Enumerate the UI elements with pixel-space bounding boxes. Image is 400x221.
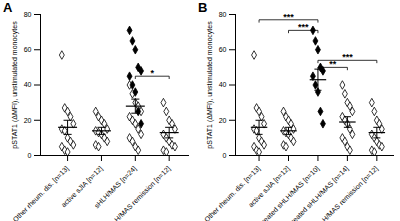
svg-text:sHLH/MAS remission [n=12]: sHLH/MAS remission [n=12] [312, 165, 380, 221]
svg-text:80: 80 [24, 11, 32, 18]
svg-text:***: *** [298, 22, 309, 32]
svg-text:pSTAT1 (ΔMFI), unstimulated mo: pSTAT1 (ΔMFI), unstimulated monocytes [11, 21, 19, 149]
svg-text:80: 80 [219, 11, 227, 18]
html-text:A: A [3, 0, 13, 15]
svg-text:40: 40 [219, 81, 227, 88]
svg-text:***: *** [342, 52, 353, 62]
svg-text:Other rheum. dis. [n=13]: Other rheum. dis. [n=13] [11, 165, 70, 221]
svg-text:sHLH/MAS [n=24]: sHLH/MAS [n=24] [92, 164, 138, 210]
svg-text:0: 0 [223, 152, 227, 159]
svg-text:pSTAT1 (ΔMFI), unstimulated mo: pSTAT1 (ΔMFI), unstimulated monocytes [206, 21, 214, 149]
svg-text:active sJIA [n=12]: active sJIA [n=12] [246, 164, 291, 209]
svg-text:20: 20 [24, 116, 32, 123]
svg-text:20: 20 [219, 116, 227, 123]
html-text:B: B [198, 0, 208, 15]
svg-text:60: 60 [24, 46, 32, 53]
svg-text:60: 60 [219, 46, 227, 53]
svg-text:0: 0 [28, 152, 32, 159]
svg-text:treated sHLH/MAS [n=14]: treated sHLH/MAS [n=14] [288, 165, 350, 221]
svg-text:**: ** [329, 59, 337, 69]
svg-text:untreated sHLH/MAS [n=10]: untreated sHLH/MAS [n=10] [253, 165, 321, 221]
svg-text:Other rheum. dis. [n=13]: Other rheum. dis. [n=13] [203, 165, 262, 221]
svg-text:***: *** [283, 12, 294, 22]
svg-text:active sJIA [n=12]: active sJIA [n=12] [59, 164, 104, 209]
svg-text:40: 40 [24, 81, 32, 88]
svg-text:*: * [150, 68, 154, 78]
svg-text:sHLH/MAS remission [n=12]: sHLH/MAS remission [n=12] [104, 165, 172, 221]
